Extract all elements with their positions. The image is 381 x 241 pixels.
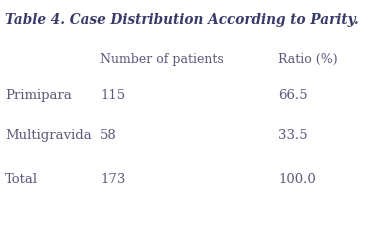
- Text: Table 4. Case Distribution According to Parity.: Table 4. Case Distribution According to …: [5, 13, 359, 27]
- Text: Number of patients: Number of patients: [100, 53, 224, 66]
- Text: 115: 115: [100, 89, 125, 102]
- Text: 173: 173: [100, 173, 125, 186]
- Text: 100.0: 100.0: [278, 173, 316, 186]
- Text: Ratio (%): Ratio (%): [278, 53, 338, 66]
- Text: Multigravida: Multigravida: [5, 129, 92, 142]
- Text: 66.5: 66.5: [278, 89, 307, 102]
- Text: 33.5: 33.5: [278, 129, 307, 142]
- Text: Total: Total: [5, 173, 38, 186]
- Text: 58: 58: [100, 129, 117, 142]
- Text: Primipara: Primipara: [5, 89, 72, 102]
